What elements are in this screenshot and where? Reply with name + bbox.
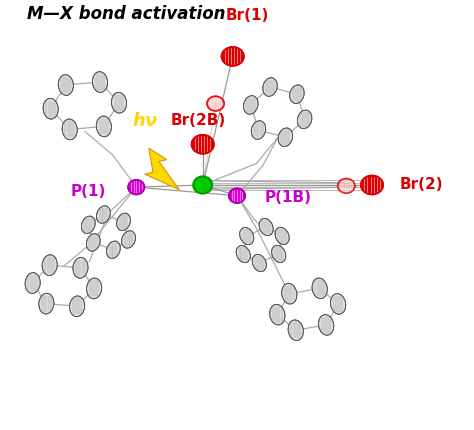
- Ellipse shape: [221, 47, 244, 66]
- Ellipse shape: [312, 278, 328, 299]
- Text: Br(2B): Br(2B): [171, 113, 226, 128]
- Ellipse shape: [272, 246, 286, 263]
- Text: P(1B): P(1B): [265, 190, 312, 206]
- Text: M—X bond activation: M—X bond activation: [27, 5, 226, 23]
- Ellipse shape: [275, 227, 289, 245]
- Ellipse shape: [117, 213, 130, 230]
- Ellipse shape: [252, 255, 266, 272]
- Ellipse shape: [122, 231, 136, 248]
- Ellipse shape: [240, 227, 254, 245]
- Ellipse shape: [263, 78, 277, 96]
- Ellipse shape: [259, 218, 273, 236]
- Ellipse shape: [251, 121, 266, 139]
- Ellipse shape: [282, 283, 297, 304]
- Ellipse shape: [92, 72, 108, 92]
- Polygon shape: [145, 148, 179, 190]
- Text: P(1): P(1): [71, 184, 106, 199]
- Ellipse shape: [107, 241, 120, 258]
- Ellipse shape: [229, 188, 245, 203]
- Ellipse shape: [207, 96, 224, 111]
- Ellipse shape: [42, 255, 57, 276]
- Ellipse shape: [70, 296, 85, 316]
- Ellipse shape: [290, 85, 304, 104]
- Ellipse shape: [236, 246, 250, 263]
- Ellipse shape: [270, 304, 285, 325]
- Ellipse shape: [337, 178, 355, 193]
- Ellipse shape: [297, 110, 312, 129]
- Ellipse shape: [97, 206, 110, 223]
- Ellipse shape: [111, 92, 127, 113]
- Ellipse shape: [86, 234, 100, 251]
- Ellipse shape: [25, 273, 40, 293]
- Text: Br(1): Br(1): [226, 8, 269, 23]
- Text: hν: hν: [132, 112, 157, 130]
- Ellipse shape: [193, 176, 212, 194]
- Ellipse shape: [244, 95, 258, 114]
- Ellipse shape: [330, 294, 346, 314]
- Ellipse shape: [82, 216, 95, 233]
- Ellipse shape: [96, 116, 111, 137]
- Ellipse shape: [43, 98, 58, 119]
- Ellipse shape: [288, 320, 303, 341]
- Ellipse shape: [191, 135, 214, 154]
- Ellipse shape: [128, 180, 145, 194]
- Ellipse shape: [361, 175, 383, 194]
- Ellipse shape: [278, 128, 292, 147]
- Ellipse shape: [39, 293, 54, 314]
- Ellipse shape: [319, 315, 334, 335]
- Ellipse shape: [87, 278, 102, 299]
- Text: Br(2): Br(2): [400, 178, 444, 193]
- Ellipse shape: [62, 119, 77, 140]
- Ellipse shape: [73, 258, 88, 278]
- Ellipse shape: [58, 75, 73, 95]
